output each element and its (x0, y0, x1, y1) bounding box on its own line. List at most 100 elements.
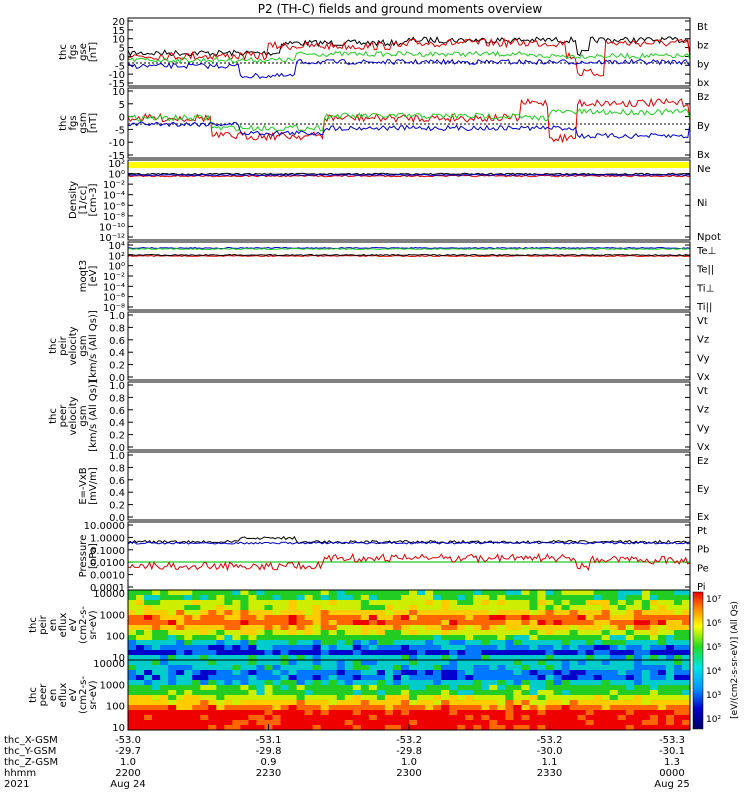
y-axis-label-line: peir (38, 614, 49, 634)
spectrogram-cell (384, 655, 394, 661)
spectrogram-cell (376, 710, 386, 716)
spectrogram-cell (304, 695, 314, 701)
spectrogram-cell (320, 645, 330, 651)
spectrogram-cell (569, 595, 579, 601)
spectrogram-cell (457, 715, 466, 721)
spectrogram-cell (160, 660, 169, 666)
spectrogram-cell (272, 650, 282, 656)
spectrogram-cell (296, 595, 306, 601)
legend-entry: Vt (697, 386, 708, 397)
spectrogram-cell (553, 670, 563, 676)
spectrogram-cell (336, 680, 346, 686)
spectrogram-cell (384, 660, 394, 666)
y-axis-label-line: [eV] (88, 266, 99, 287)
spectrogram-cell (400, 690, 410, 696)
spectrogram-cell (465, 685, 474, 691)
spectrogram-cell (433, 590, 442, 596)
spectrogram-cell (152, 605, 161, 611)
spectrogram-cell (473, 610, 482, 616)
spectrogram-cell (224, 615, 233, 621)
spectrogram-cell (601, 620, 611, 626)
spectrogram-cell (176, 660, 185, 666)
spectrogram-cell (264, 690, 274, 696)
spectrogram-cell (360, 605, 370, 611)
spectrogram-cell (441, 655, 450, 661)
spectrogram-cell (240, 630, 249, 636)
spectrogram-cell (152, 680, 161, 686)
spectrogram-cell (553, 680, 563, 686)
spectrogram-cell (577, 610, 587, 616)
spectrogram-cell (473, 670, 482, 676)
spectrogram-cell (184, 710, 193, 716)
spectrogram-cell (136, 700, 145, 706)
spectrogram-cell (657, 595, 667, 601)
spectrogram-cell (657, 600, 667, 606)
spectrogram-cell (681, 720, 691, 726)
spectrogram-cell (264, 670, 274, 676)
spectrogram-cell (585, 655, 595, 661)
spectrogram-cell (352, 710, 362, 716)
spectrogram-cell (152, 630, 161, 636)
spectrogram-cell (441, 650, 450, 656)
spectrogram-cell (633, 615, 643, 621)
spectrogram-cell (553, 700, 563, 706)
spectrogram-cell (280, 685, 290, 691)
spectrogram-cell (240, 655, 249, 661)
y-tick-label: 0 (119, 113, 125, 124)
spectrogram-cell (224, 590, 233, 596)
spectrogram-cell (409, 725, 418, 731)
spectrogram-cell (425, 640, 434, 646)
spectrogram-cell (569, 615, 579, 621)
spectrogram-cell (657, 605, 667, 611)
spectrogram-cell (136, 615, 145, 621)
spectrogram-cell (545, 705, 555, 711)
spectrogram-cell (409, 610, 418, 616)
spectrogram-cell (232, 695, 241, 701)
spectrogram-cell (473, 630, 482, 636)
spectrogram-cell (481, 625, 490, 631)
spectrogram-cell (352, 700, 362, 706)
spectrogram-cell (360, 665, 370, 671)
spectrogram-cell (505, 700, 514, 706)
spectrogram-cell (425, 620, 434, 626)
spectrogram-cell (160, 620, 169, 626)
spectrogram-cell (617, 675, 627, 681)
spectrogram-cell (336, 650, 346, 656)
spectrogram-cell (360, 700, 370, 706)
spectrogram-cell (657, 640, 667, 646)
spectrogram-cell (368, 630, 378, 636)
spectrogram-cell (320, 670, 330, 676)
spectrogram-cell (649, 715, 659, 721)
series-line-tipar (127, 247, 691, 251)
spectrogram-cell (336, 640, 346, 646)
y-axis-label-line: thc (48, 338, 59, 354)
spectrogram-cell (617, 600, 627, 606)
legend-entry: Ex (697, 512, 709, 523)
spectrogram-cell (409, 605, 418, 611)
spectrogram-cell (272, 700, 282, 706)
spectrogram-cell (144, 590, 153, 596)
spectrogram-cell (152, 670, 161, 676)
spectrogram-cell (641, 600, 651, 606)
spectrogram-cell (144, 615, 153, 621)
spectrogram-cell (320, 675, 330, 681)
spectrogram-cell (585, 645, 595, 651)
spectrogram-cell (577, 595, 587, 601)
spectrogram-cell (417, 615, 426, 621)
spectrogram-cell (473, 635, 482, 641)
spectrogram-cell (609, 680, 619, 686)
spectrogram-cell (304, 725, 314, 731)
spectrogram-cell (521, 690, 530, 696)
spectrogram-cell (176, 650, 185, 656)
spectrogram-cell (328, 665, 338, 671)
spectrogram-cell (601, 590, 611, 596)
colorbar-tick: 10⁷ (706, 595, 721, 605)
x-row-label: thc_X-GSM (4, 735, 58, 746)
spectrogram-cell (400, 680, 410, 686)
spectrogram-cell (208, 610, 217, 616)
spectrogram-cell (489, 675, 498, 681)
y-tick-label: 0.2 (109, 361, 125, 372)
spectrogram-cell (601, 630, 611, 636)
spectrogram (128, 590, 691, 661)
spectrogram-cell (376, 700, 386, 706)
